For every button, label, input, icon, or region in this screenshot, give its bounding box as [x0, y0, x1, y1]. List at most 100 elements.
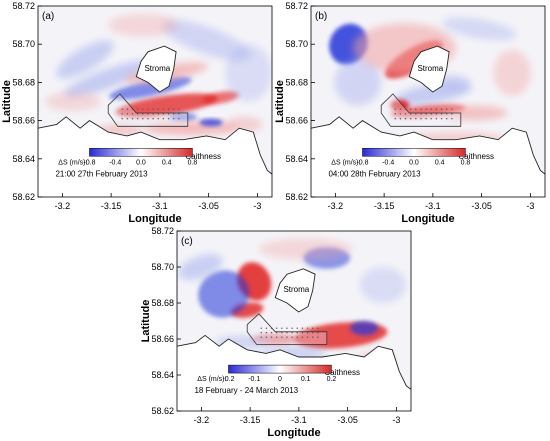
- x-tick-label: -3.1: [152, 201, 168, 211]
- y-axis-label: Latitude: [1, 80, 13, 123]
- turbine-dot: [281, 327, 283, 329]
- turbine-array-outline: [246, 313, 328, 345]
- turbine-dot: [291, 327, 293, 329]
- x-tick-label: -3.05: [471, 201, 492, 211]
- caithness-label: Caithness: [458, 152, 494, 161]
- coastline: [310, 116, 546, 175]
- field-blob: [442, 105, 508, 121]
- panel-label: (a): [42, 11, 54, 22]
- colorbar-tick-label: -0.4: [382, 159, 394, 166]
- field-blob: [199, 118, 223, 127]
- turbine-dot: [142, 117, 144, 120]
- timestamp-label: 04:00 28th February 2013: [328, 169, 421, 178]
- y-tick-label: 58.68: [151, 298, 174, 308]
- turbine-dot: [435, 108, 438, 110]
- turbine-dot: [173, 117, 175, 120]
- colorbar-tick-label: 0.1: [301, 376, 311, 383]
- turbine-dot: [301, 332, 304, 334]
- field-blob: [390, 99, 410, 112]
- field-blob: [334, 59, 382, 106]
- timestamp-label: 21:00 27th February 2013: [55, 169, 148, 178]
- caithness-land: [38, 116, 272, 197]
- turbine-dot: [420, 108, 422, 110]
- colorbar-tick-label: 0: [278, 376, 282, 383]
- turbine-dot: [142, 108, 144, 110]
- velocity-difference-field: [178, 238, 407, 370]
- caithness-land: [311, 116, 545, 197]
- turbine-dot: [126, 117, 129, 120]
- x-axis-label: Longitude: [401, 213, 454, 225]
- colorbar-tick-label: -0.4: [109, 159, 121, 166]
- turbine-dot: [451, 117, 453, 120]
- field-blob: [225, 116, 263, 133]
- x-axis-label: Longitude: [128, 213, 181, 225]
- colorbar-label: ΔS (m/s):: [58, 159, 87, 166]
- turbine-dot: [420, 117, 422, 120]
- x-tick-label: -3.15: [374, 201, 395, 211]
- turbine-dot: [399, 108, 402, 110]
- colorbar-label: ΔS (m/s):: [331, 159, 360, 166]
- turbine-dot: [121, 113, 123, 115]
- turbine-array-outline: [380, 93, 462, 127]
- y-tick-label: 58.66: [151, 334, 174, 344]
- turbine-dot: [136, 108, 139, 110]
- turbine-dot: [121, 117, 123, 120]
- turbine-dot: [265, 336, 268, 338]
- turbine-dot: [446, 117, 448, 120]
- x-tick-label: -3.15: [101, 201, 122, 211]
- turbine-dot: [270, 327, 273, 329]
- turbine-dot: [306, 336, 309, 338]
- turbine-dot: [415, 117, 417, 120]
- turbine-dot: [162, 113, 165, 115]
- x-axis-label: Longitude: [267, 427, 320, 439]
- x-tick-label: -3: [392, 415, 400, 425]
- turbine-dot: [152, 108, 154, 110]
- turbine-dot: [312, 327, 314, 329]
- turbine-dot: [404, 117, 407, 120]
- turbine-dot: [121, 108, 123, 110]
- turbine-dot: [275, 332, 278, 334]
- turbine-dot: [394, 108, 396, 110]
- y-tick-label: 58.68: [12, 77, 35, 87]
- y-tick-label: 58.68: [285, 77, 308, 87]
- turbine-dot: [178, 113, 180, 115]
- x-tick-label: -3.1: [291, 415, 307, 425]
- turbine-dot: [317, 332, 319, 334]
- turbine-dot: [296, 336, 298, 338]
- turbine-dot: [265, 327, 268, 329]
- x-tick-label: -3.1: [425, 201, 441, 211]
- turbine-dot: [409, 108, 412, 110]
- turbine-dot: [136, 117, 139, 120]
- turbine-dot: [131, 113, 134, 115]
- field-blob: [169, 112, 198, 121]
- field-blob: [359, 267, 407, 303]
- turbine-dot: [399, 113, 402, 115]
- turbine-dot: [317, 327, 319, 329]
- turbine-dot: [440, 113, 443, 115]
- y-tick-label: 58.66: [12, 116, 35, 126]
- turbine-dot: [394, 117, 396, 120]
- x-tick-label: -3.2: [194, 415, 210, 425]
- colorbar-tick-label: 0.4: [435, 159, 445, 166]
- turbine-dot: [440, 117, 443, 120]
- field-blob: [115, 93, 218, 118]
- turbine-dot: [296, 332, 298, 334]
- turbine-dot: [409, 117, 412, 120]
- field-blob: [198, 270, 250, 318]
- field-blob: [202, 91, 239, 105]
- y-tick-label: 58.70: [285, 39, 308, 49]
- turbine-dot: [281, 336, 283, 338]
- stroma-label: Stroma: [144, 64, 170, 73]
- colorbar-gradient: [89, 148, 193, 157]
- y-tick-label: 58.66: [285, 116, 308, 126]
- field-blob: [442, 17, 517, 41]
- turbine-dot: [173, 113, 175, 115]
- y-tick-label: 58.64: [151, 370, 174, 380]
- colorbar-tick-label: -0.1: [248, 376, 260, 383]
- turbine-dot: [425, 117, 427, 120]
- turbine-dot: [147, 108, 149, 110]
- panel-label: (b): [315, 11, 327, 22]
- turbine-dot: [152, 113, 154, 115]
- x-tick-label: -3.2: [55, 201, 71, 211]
- turbine-dot: [167, 117, 170, 120]
